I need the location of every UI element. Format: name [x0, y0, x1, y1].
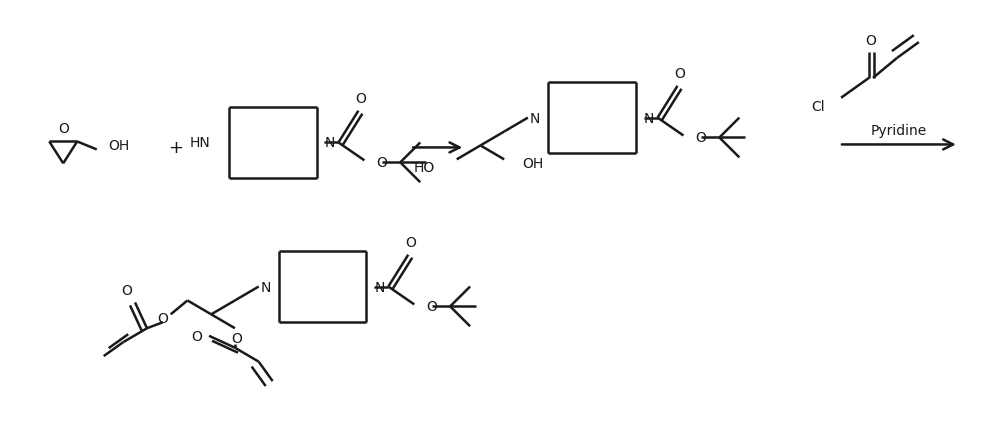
Text: O: O: [192, 329, 202, 343]
Text: N: N: [324, 136, 335, 150]
Text: O: O: [674, 67, 685, 81]
Text: +: +: [168, 139, 183, 157]
Text: N: N: [374, 280, 385, 294]
Text: HO: HO: [414, 161, 435, 175]
Text: O: O: [231, 331, 242, 345]
Text: O: O: [157, 311, 168, 325]
Text: HN: HN: [190, 136, 211, 150]
Text: N: N: [644, 111, 654, 125]
Text: Cl: Cl: [811, 99, 825, 113]
Text: N: N: [530, 111, 540, 125]
Text: O: O: [376, 156, 387, 170]
Text: O: O: [405, 235, 416, 249]
Text: O: O: [695, 131, 706, 145]
Text: N: N: [260, 280, 271, 294]
Text: O: O: [866, 34, 876, 48]
Text: OH: OH: [108, 139, 129, 153]
Text: O: O: [58, 121, 69, 135]
Text: O: O: [122, 284, 132, 298]
Text: OH: OH: [522, 157, 543, 171]
Text: O: O: [355, 92, 366, 106]
Text: Pyridine: Pyridine: [871, 123, 927, 137]
Text: O: O: [426, 299, 437, 314]
